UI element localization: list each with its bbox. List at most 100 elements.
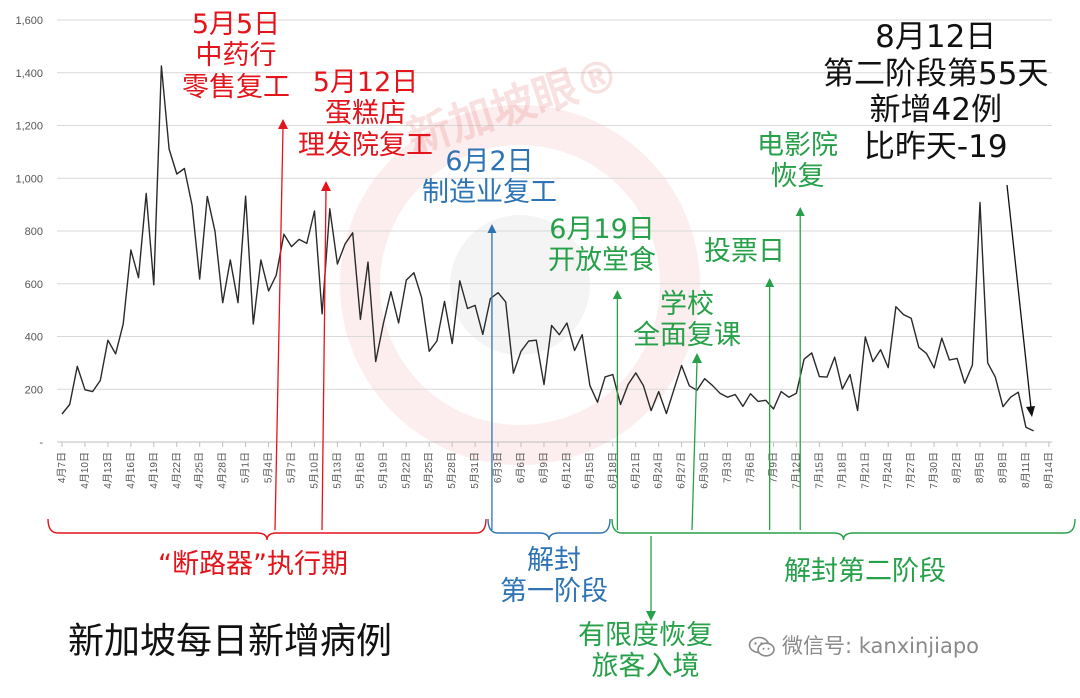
pointer-school-line [691, 361, 698, 531]
y-tick-label: - [39, 437, 43, 449]
pointer-travel-arrowhead [646, 611, 656, 621]
x-tick-label: 4月19日 [148, 452, 160, 489]
bracket-phase-1 [487, 518, 611, 541]
annotation-latest-phase: 第二阶段第55天 [823, 55, 1049, 92]
y-tick-label: 1,200 [15, 121, 43, 133]
x-tick-label: 5月10日 [308, 452, 320, 489]
x-tick-label: 6月24日 [653, 452, 665, 489]
x-axis-ticks: 4月7日 4月10日 4月13日 4月16日 4月19日 4月22日 4月25日 4月28日 5… [56, 442, 1055, 489]
pointer-school-arrowhead [692, 353, 702, 363]
x-tick-label: 5月1日 [240, 452, 252, 483]
annotation-may5: 5月5日 中药行 零售复工 [182, 9, 290, 103]
annotation-latest-date: 8月12日 [875, 19, 997, 55]
grid-lines [57, 19, 1052, 443]
x-tick-label: 7月24日 [882, 452, 894, 489]
y-tick-label: 400 [25, 332, 43, 344]
annotation-vote: 投票日 [704, 236, 785, 267]
annotation-jun19-line2: 开放堂食 [548, 245, 656, 277]
annotation-may5-date: 5月5日 [191, 9, 281, 40]
annotation-may5-line3: 零售复工 [182, 71, 290, 103]
x-tick-label: 7月15日 [813, 452, 825, 489]
y-tick-label: 1,400 [15, 68, 43, 80]
annotation-may12: 5月12日 蛋糕店 理发院复工 [298, 67, 433, 161]
x-tick-label: 5月16日 [354, 452, 366, 489]
x-tick-label: 5月25日 [423, 452, 435, 489]
annotation-school-line2: 全面复课 [633, 320, 741, 352]
pointer-cinema-arrowhead [795, 207, 805, 216]
annotation-latest-new: 新增42例 [869, 92, 1002, 129]
x-tick-label: 6月27日 [676, 452, 688, 489]
pointer-latest-line [1006, 184, 1032, 409]
phase-2-label: 解封第二阶段 [784, 556, 946, 587]
x-tick-label: 5月31日 [469, 452, 481, 489]
phase-1-line1: 解封 [527, 545, 581, 576]
event-pointers [274, 119, 1035, 621]
pointer-jun19-arrowhead [612, 290, 622, 299]
x-tick-label: 8月11日 [1020, 452, 1032, 488]
pointer-vote-arrowhead [765, 278, 775, 287]
annotation-cinema: 电影院 恢复 [757, 130, 838, 193]
annotation-jun2-line2: 制造业复工 [422, 177, 557, 209]
pointer-may12-arrowhead [321, 181, 331, 191]
annotation-may12-line2: 蛋糕店 [325, 98, 406, 130]
annotation-may12-line3: 理发院复工 [298, 129, 433, 161]
x-tick-label: 6月12日 [561, 452, 573, 489]
x-tick-label: 7月6日 [745, 452, 757, 483]
x-tick-label: 7月18日 [836, 452, 848, 489]
annotation-latest: 8月12日 第二阶段第55天 新增42例 比昨天-19 [823, 19, 1048, 165]
annotation-travel-line1: 有限度恢复 [578, 620, 713, 651]
x-tick-label: 6月9日 [538, 452, 550, 483]
x-tick-label: 4月28日 [217, 452, 229, 489]
series-line [61, 65, 1034, 432]
x-tick-label: 5月7日 [286, 452, 298, 483]
phase-circuit-breaker-label: “断路器”执行期 [158, 549, 348, 580]
x-tick-label: 4月22日 [171, 452, 183, 489]
annotation-vote-line1: 投票日 [704, 236, 785, 267]
x-tick-label: 7月30日 [928, 452, 940, 489]
x-tick-label: 7月3日 [722, 452, 734, 483]
x-tick-label: 6月15日 [584, 452, 596, 489]
annotation-cinema-line1: 电影院 [757, 130, 838, 161]
y-tick-label: 1,000 [15, 173, 43, 185]
annotation-latest-diff: 比昨天-19 [863, 128, 1008, 165]
x-tick-label: 6月3日 [492, 452, 504, 483]
x-tick-label: 8月14日 [1043, 452, 1055, 489]
annotation-jun2: 6月2日 制造业复工 [422, 146, 557, 209]
x-tick-label: 5月4日 [263, 452, 275, 483]
x-tick-label: 8月5日 [974, 452, 986, 483]
y-tick-label: 600 [25, 279, 43, 291]
y-tick-label: 1,600 [15, 15, 43, 27]
wechat-source: 微信号: kanxinjiapo [748, 630, 979, 660]
x-tick-label: 4月7日 [56, 452, 68, 483]
annotation-travel: 有限度恢复 旅客入境 [578, 620, 713, 683]
annotation-jun19: 6月19日 开放堂食 [548, 214, 656, 277]
pointer-latest-arrowhead [1026, 406, 1035, 417]
y-tick-label: 200 [25, 384, 43, 396]
phase-1-line2: 第一阶段 [500, 576, 608, 608]
annotation-travel-line2: 旅客入境 [591, 651, 700, 683]
wechat-icon [748, 636, 775, 657]
annotation-jun2-date: 6月2日 [445, 146, 534, 177]
x-tick-label: 6月21日 [630, 452, 642, 489]
x-tick-label: 4月10日 [79, 452, 91, 489]
pointer-may5-line [274, 127, 284, 531]
x-tick-label: 7月9日 [767, 452, 779, 483]
phase-1-label: 解封 第一阶段 [500, 545, 608, 608]
x-tick-label: 8月8日 [997, 452, 1009, 483]
x-tick-label: 6月30日 [699, 452, 711, 489]
x-tick-label: 7月12日 [790, 452, 802, 489]
x-tick-label: 8月2日 [951, 452, 963, 483]
x-tick-label: 5月13日 [331, 452, 343, 489]
phase-brackets [47, 518, 1076, 541]
chart-title: 新加坡每日新增病例 [68, 621, 393, 662]
annotation-may12-date: 5月12日 [312, 67, 419, 98]
pointer-may5-arrowhead [278, 119, 288, 129]
annotation-school: 学校 全面复课 [633, 289, 741, 352]
annotation-school-line1: 学校 [660, 289, 714, 320]
x-tick-label: 6月18日 [607, 452, 619, 489]
annotation-jun19-date: 6月19日 [549, 214, 655, 245]
x-tick-label: 4月16日 [125, 452, 137, 489]
bracket-phase-2 [611, 518, 1076, 541]
x-tick-label: 5月22日 [400, 452, 412, 489]
pointer-may12-line [321, 189, 327, 531]
